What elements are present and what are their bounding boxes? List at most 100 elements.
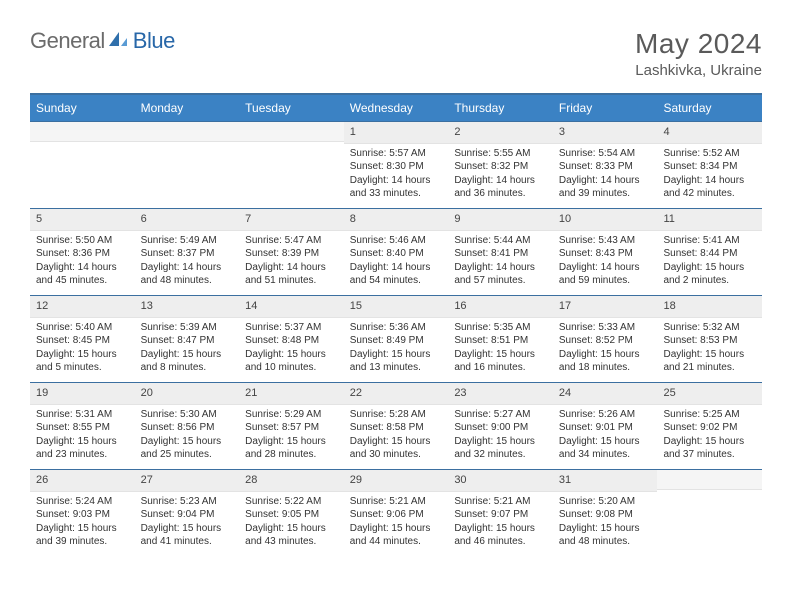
day-sunrise: Sunrise: 5:23 AM <box>141 495 234 509</box>
day-cell: 25Sunrise: 5:25 AMSunset: 9:02 PMDayligh… <box>657 383 762 469</box>
day-number <box>30 122 135 142</box>
day-daylight2: and 28 minutes. <box>245 448 338 462</box>
day-body: Sunrise: 5:35 AMSunset: 8:51 PMDaylight:… <box>448 318 553 380</box>
day-body: Sunrise: 5:39 AMSunset: 8:47 PMDaylight:… <box>135 318 240 380</box>
day-cell: 28Sunrise: 5:22 AMSunset: 9:05 PMDayligh… <box>239 470 344 556</box>
day-sunrise: Sunrise: 5:28 AM <box>350 408 443 422</box>
day-daylight2: and 44 minutes. <box>350 535 443 549</box>
day-cell <box>30 122 135 208</box>
day-number <box>239 122 344 142</box>
day-cell: 6Sunrise: 5:49 AMSunset: 8:37 PMDaylight… <box>135 209 240 295</box>
day-cell: 13Sunrise: 5:39 AMSunset: 8:47 PMDayligh… <box>135 296 240 382</box>
day-cell: 7Sunrise: 5:47 AMSunset: 8:39 PMDaylight… <box>239 209 344 295</box>
day-number: 5 <box>30 209 135 231</box>
day-daylight1: Daylight: 15 hours <box>141 435 234 449</box>
day-sunset: Sunset: 8:51 PM <box>454 334 547 348</box>
day-daylight1: Daylight: 15 hours <box>36 522 129 536</box>
day-sunrise: Sunrise: 5:47 AM <box>245 234 338 248</box>
day-cell: 19Sunrise: 5:31 AMSunset: 8:55 PMDayligh… <box>30 383 135 469</box>
day-sunset: Sunset: 8:56 PM <box>141 421 234 435</box>
day-daylight1: Daylight: 15 hours <box>36 435 129 449</box>
day-daylight2: and 41 minutes. <box>141 535 234 549</box>
day-daylight2: and 39 minutes. <box>36 535 129 549</box>
day-number: 20 <box>135 383 240 405</box>
day-cell <box>657 470 762 556</box>
day-sunrise: Sunrise: 5:29 AM <box>245 408 338 422</box>
day-sunrise: Sunrise: 5:35 AM <box>454 321 547 335</box>
day-daylight1: Daylight: 14 hours <box>36 261 129 275</box>
day-daylight2: and 18 minutes. <box>559 361 652 375</box>
day-daylight2: and 30 minutes. <box>350 448 443 462</box>
day-body: Sunrise: 5:20 AMSunset: 9:08 PMDaylight:… <box>553 492 658 554</box>
day-cell: 3Sunrise: 5:54 AMSunset: 8:33 PMDaylight… <box>553 122 658 208</box>
day-number: 2 <box>448 122 553 144</box>
day-sunrise: Sunrise: 5:57 AM <box>350 147 443 161</box>
day-sunset: Sunset: 9:03 PM <box>36 508 129 522</box>
day-cell: 22Sunrise: 5:28 AMSunset: 8:58 PMDayligh… <box>344 383 449 469</box>
day-daylight1: Daylight: 15 hours <box>559 522 652 536</box>
day-number: 1 <box>344 122 449 144</box>
day-daylight1: Daylight: 14 hours <box>454 174 547 188</box>
day-body: Sunrise: 5:57 AMSunset: 8:30 PMDaylight:… <box>344 144 449 206</box>
weekday-header: Wednesday <box>344 95 449 121</box>
day-daylight1: Daylight: 14 hours <box>559 174 652 188</box>
day-daylight2: and 34 minutes. <box>559 448 652 462</box>
day-daylight1: Daylight: 15 hours <box>663 261 756 275</box>
day-daylight1: Daylight: 15 hours <box>141 522 234 536</box>
day-body: Sunrise: 5:24 AMSunset: 9:03 PMDaylight:… <box>30 492 135 554</box>
day-sunrise: Sunrise: 5:33 AM <box>559 321 652 335</box>
day-cell: 27Sunrise: 5:23 AMSunset: 9:04 PMDayligh… <box>135 470 240 556</box>
day-body: Sunrise: 5:52 AMSunset: 8:34 PMDaylight:… <box>657 144 762 206</box>
day-sunrise: Sunrise: 5:49 AM <box>141 234 234 248</box>
day-sunrise: Sunrise: 5:36 AM <box>350 321 443 335</box>
day-sunset: Sunset: 9:08 PM <box>559 508 652 522</box>
day-sunrise: Sunrise: 5:55 AM <box>454 147 547 161</box>
weeks-container: 1Sunrise: 5:57 AMSunset: 8:30 PMDaylight… <box>30 121 762 556</box>
day-sunset: Sunset: 8:53 PM <box>663 334 756 348</box>
day-daylight1: Daylight: 15 hours <box>454 435 547 449</box>
weekday-header: Monday <box>135 95 240 121</box>
day-number: 28 <box>239 470 344 492</box>
day-sunset: Sunset: 8:48 PM <box>245 334 338 348</box>
day-number: 10 <box>553 209 658 231</box>
day-cell: 21Sunrise: 5:29 AMSunset: 8:57 PMDayligh… <box>239 383 344 469</box>
day-number: 19 <box>30 383 135 405</box>
title-block: May 2024 Lashkivka, Ukraine <box>635 28 762 79</box>
day-sunset: Sunset: 8:52 PM <box>559 334 652 348</box>
day-daylight2: and 39 minutes. <box>559 187 652 201</box>
day-number: 8 <box>344 209 449 231</box>
day-daylight2: and 33 minutes. <box>350 187 443 201</box>
day-daylight1: Daylight: 15 hours <box>141 348 234 362</box>
day-cell: 20Sunrise: 5:30 AMSunset: 8:56 PMDayligh… <box>135 383 240 469</box>
weekday-header: Sunday <box>30 95 135 121</box>
day-daylight2: and 10 minutes. <box>245 361 338 375</box>
day-number <box>135 122 240 142</box>
day-body: Sunrise: 5:49 AMSunset: 8:37 PMDaylight:… <box>135 231 240 293</box>
day-daylight1: Daylight: 14 hours <box>245 261 338 275</box>
day-daylight1: Daylight: 14 hours <box>141 261 234 275</box>
day-daylight1: Daylight: 14 hours <box>454 261 547 275</box>
day-daylight2: and 23 minutes. <box>36 448 129 462</box>
day-body: Sunrise: 5:46 AMSunset: 8:40 PMDaylight:… <box>344 231 449 293</box>
document-page: General Blue May 2024 Lashkivka, Ukraine… <box>0 0 792 576</box>
day-cell: 14Sunrise: 5:37 AMSunset: 8:48 PMDayligh… <box>239 296 344 382</box>
day-sunset: Sunset: 8:45 PM <box>36 334 129 348</box>
day-sunset: Sunset: 8:55 PM <box>36 421 129 435</box>
day-sunrise: Sunrise: 5:22 AM <box>245 495 338 509</box>
day-daylight1: Daylight: 15 hours <box>454 348 547 362</box>
day-sunrise: Sunrise: 5:21 AM <box>454 495 547 509</box>
day-sunrise: Sunrise: 5:39 AM <box>141 321 234 335</box>
day-daylight2: and 37 minutes. <box>663 448 756 462</box>
day-body: Sunrise: 5:47 AMSunset: 8:39 PMDaylight:… <box>239 231 344 293</box>
day-body: Sunrise: 5:28 AMSunset: 8:58 PMDaylight:… <box>344 405 449 467</box>
day-sunrise: Sunrise: 5:24 AM <box>36 495 129 509</box>
day-sunset: Sunset: 9:00 PM <box>454 421 547 435</box>
day-daylight2: and 5 minutes. <box>36 361 129 375</box>
day-number: 27 <box>135 470 240 492</box>
day-body: Sunrise: 5:29 AMSunset: 8:57 PMDaylight:… <box>239 405 344 467</box>
day-daylight2: and 48 minutes. <box>141 274 234 288</box>
day-number: 7 <box>239 209 344 231</box>
week-row: 19Sunrise: 5:31 AMSunset: 8:55 PMDayligh… <box>30 382 762 469</box>
day-cell: 18Sunrise: 5:32 AMSunset: 8:53 PMDayligh… <box>657 296 762 382</box>
day-daylight2: and 59 minutes. <box>559 274 652 288</box>
